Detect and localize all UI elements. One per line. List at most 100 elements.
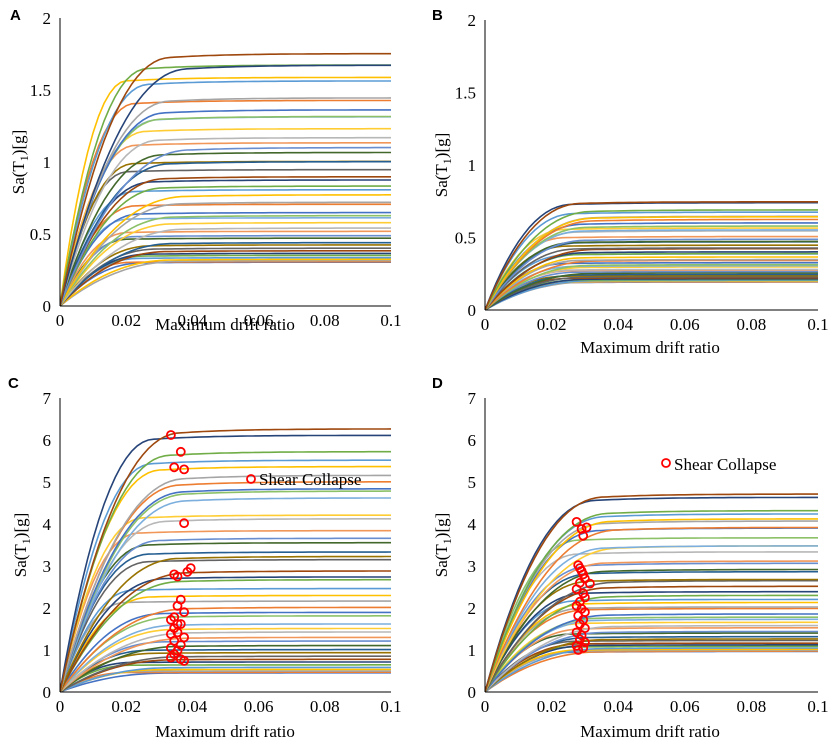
panel-c: C 0 0.02 0.04 0.06 0.08 0.1 0 1 2 3 4 5 6 7 Maximum …: [8, 375, 402, 741]
ida-curve: [60, 644, 391, 692]
ida-curve: [485, 648, 818, 692]
shear-collapse-point: [585, 578, 595, 589]
x-tick-labels: 0 0.02 0.04 0.06 0.08 0.1: [481, 697, 829, 716]
ida-curve: [60, 541, 391, 692]
shear-collapse-point: [578, 530, 589, 541]
ida-curve: [60, 168, 391, 306]
y-tick-label: 1: [43, 641, 52, 660]
ida-curve: [485, 240, 818, 310]
shear-collapse-point: [179, 518, 190, 529]
y-tick-label: 2: [468, 599, 477, 618]
y-tick-label: 7: [468, 389, 477, 408]
y-tick-label: 0.5: [455, 229, 476, 248]
ida-curve: [485, 201, 818, 310]
ida-curve: [60, 244, 391, 306]
y-axis-title-sub: 1: [440, 158, 454, 164]
y-axis-title-main: Sa(T: [9, 161, 28, 195]
y-tick-label: 1.5: [455, 84, 476, 103]
shear-collapse-point: [571, 517, 582, 527]
y-tick-label: 2: [468, 11, 477, 30]
shear-collapse-point: [571, 584, 582, 594]
y-axis-title-main: Sa(T: [432, 544, 451, 578]
y-axis-title-tail: )[g]: [11, 513, 30, 538]
ida-curve: [485, 238, 818, 310]
y-axis-title-main: Sa(T: [432, 164, 451, 198]
y-axis-title-tail: )[g]: [9, 130, 28, 155]
ida-curve: [485, 562, 818, 692]
ida-curve: [485, 601, 818, 692]
shear-collapse-point: [175, 619, 186, 629]
ida-curve: [485, 579, 818, 692]
x-tick-label: 0.04: [603, 315, 633, 334]
y-tick-labels: 0 1 2 3 4 5 6 7: [468, 389, 477, 702]
ida-curve: [485, 258, 818, 310]
shear-collapse-point: [169, 462, 180, 473]
panel-d: D 0 0.02 0.04 0.06 0.08 0.1 0 1 2 3 4 5 6 7 Maximum …: [432, 375, 829, 741]
x-tick-label: 0.08: [737, 697, 767, 716]
x-tick-label: 0.1: [380, 697, 401, 716]
y-tick-labels: 0 0.5 1 1.5 2: [30, 9, 51, 316]
shear-collapse-point: [172, 571, 183, 582]
x-tick-label: 0.02: [537, 697, 567, 716]
x-tick-label: 0.02: [537, 315, 567, 334]
curve-group: [60, 428, 391, 692]
y-axis-title-sub: 1: [17, 155, 31, 161]
ida-curve: [485, 607, 818, 692]
ida-curve: [485, 613, 818, 692]
ida-curve: [60, 576, 391, 692]
x-tick-label: 0.08: [310, 697, 340, 716]
y-axis-title-sub: 1: [440, 538, 454, 544]
ida-curve: [485, 520, 818, 692]
ida-curve: [60, 631, 391, 692]
ida-curve: [60, 146, 391, 306]
legend-label: Shear Collapse: [259, 470, 361, 489]
ida-curve: [60, 555, 391, 692]
x-tick-label: 0: [481, 315, 490, 334]
shear-collapse-point: [165, 652, 176, 663]
ida-curve: [485, 218, 818, 310]
panel-letter: C: [8, 375, 19, 392]
ida-curve: [60, 428, 391, 692]
ida-curve: [60, 258, 391, 306]
ida-curve: [485, 650, 818, 692]
ida-curve: [60, 658, 391, 692]
ida-curve: [485, 256, 818, 310]
ida-curve: [485, 616, 818, 692]
x-tick-label: 0.1: [380, 311, 401, 330]
x-tick-labels: 0 0.02 0.04 0.06 0.08 0.1: [481, 315, 829, 334]
ida-curve: [485, 632, 818, 692]
y-tick-label: 7: [43, 389, 52, 408]
y-tick-label: 0.5: [30, 225, 51, 244]
x-tick-label: 0.1: [807, 315, 828, 334]
y-tick-label: 1.5: [30, 81, 51, 100]
ida-curve: [60, 648, 391, 692]
ida-curve: [485, 647, 818, 692]
ida-curve: [485, 275, 818, 310]
x-tick-label: 0.08: [737, 315, 767, 334]
ida-curve: [485, 590, 818, 692]
ida-curve: [60, 250, 391, 306]
shear-collapse-point: [576, 524, 587, 534]
curve-group: [485, 201, 818, 310]
ida-curve: [60, 211, 391, 306]
ida-curve: [60, 497, 391, 692]
shear-collapse-point: [578, 643, 589, 653]
ida-curve: [485, 598, 818, 692]
ida-curve: [485, 273, 818, 310]
shear-collapse-point: [172, 601, 183, 611]
legend-marker: [246, 474, 256, 484]
y-tick-label: 1: [468, 641, 477, 660]
y-axis-title-sub: 1: [19, 538, 33, 544]
y-tick-label: 1: [43, 153, 52, 172]
y-tick-label: 0: [468, 301, 477, 320]
ida-curve: [60, 256, 391, 306]
x-tick-label: 0.02: [111, 697, 141, 716]
x-tick-label: 0: [56, 311, 65, 330]
ida-curve: [485, 526, 818, 692]
y-tick-label: 5: [468, 473, 477, 492]
panel-letter: A: [10, 7, 21, 24]
ida-curve: [60, 260, 391, 306]
ida-curve: [60, 64, 391, 306]
ida-curve: [60, 151, 391, 306]
